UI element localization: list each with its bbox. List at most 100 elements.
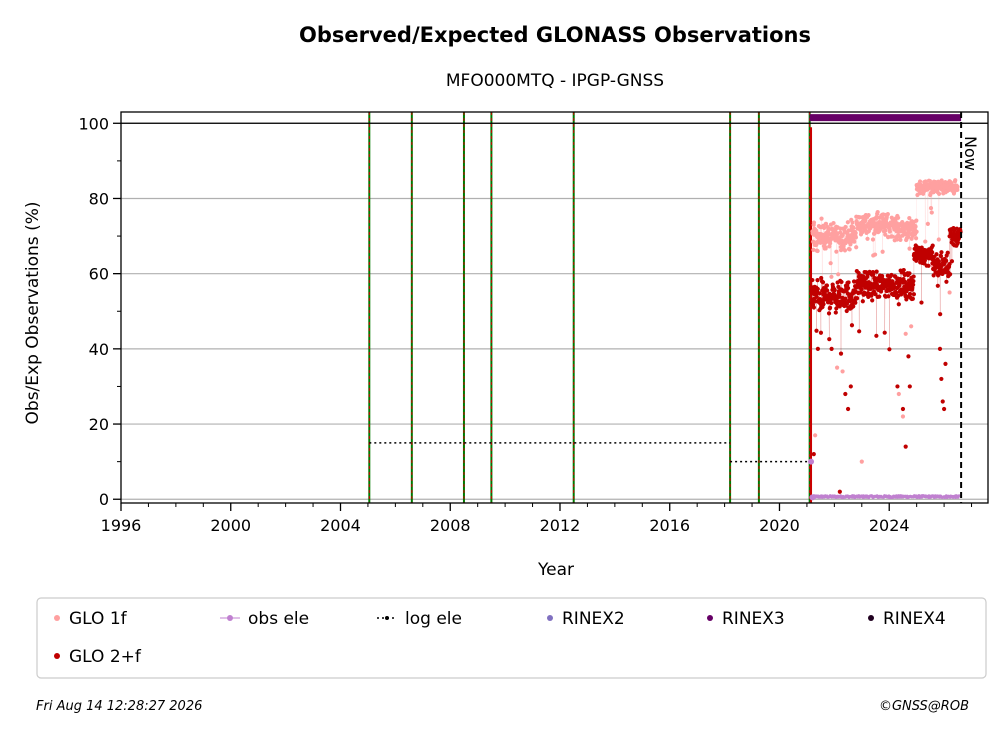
plot-area: Now 1996 2000 2004 2008 2012 2016 2020 2024 0 20 40…: [78, 111, 989, 535]
glo-2f-point: [854, 296, 860, 301]
glo-1f-point: [853, 230, 858, 236]
glo-1f-point: [875, 209, 880, 215]
glo-2f-point: [814, 294, 819, 299]
glo-1f-point: [822, 225, 827, 231]
glo-1f-point: [955, 187, 960, 192]
glo-2f-point: [907, 384, 912, 389]
glo-1f-point: [819, 216, 824, 221]
x-tick-label: 2024: [869, 516, 910, 535]
glo-2f-point: [815, 286, 820, 292]
glo-2f-point: [845, 406, 851, 412]
obs-ele-point: [809, 494, 816, 501]
glo-2f-point: [926, 263, 931, 268]
glo-1f-point: [929, 210, 934, 215]
glo-2f-point: [880, 273, 885, 279]
glo-1f-point: [853, 235, 859, 240]
glo-1f-point: [866, 213, 871, 218]
glo-2f-point: [938, 253, 944, 259]
glo-2f-point: [837, 489, 842, 494]
glo-2f-point: [886, 294, 891, 299]
glo-1f-point: [834, 365, 840, 370]
glo-2f-point: [910, 285, 915, 291]
glo-2f-point: [877, 294, 882, 299]
glo-1f-point: [845, 220, 850, 225]
glo-2f-point: [859, 287, 864, 292]
glo-2f-point: [849, 323, 855, 328]
x-tick-label: 2012: [540, 516, 581, 535]
glo-2f-point: [873, 291, 878, 297]
legend-glo-1f-label: GLO 1f: [69, 609, 128, 629]
glo-1f-point: [913, 236, 919, 241]
glo-1f-point: [840, 369, 845, 374]
glo-1f-point: [823, 246, 828, 251]
glo-2f-point: [812, 299, 818, 304]
glo-1f-point: [813, 433, 818, 438]
glo-2f-point: [938, 312, 943, 317]
glo-2f-point: [944, 258, 949, 263]
glo-1f-point: [859, 459, 864, 464]
glo-2f-point: [949, 259, 955, 264]
glo-1f-point: [885, 211, 890, 217]
glo-2f-point: [940, 399, 945, 404]
glo-2f-point: [943, 361, 948, 366]
glo-2f-point: [838, 351, 844, 356]
glo-2f-point: [814, 328, 819, 333]
glo-2f-point: [911, 279, 916, 284]
glo-2f-point: [939, 376, 944, 382]
glo-2f-point: [935, 283, 940, 288]
y-axis-label: Obs/Exp Observations (%): [23, 202, 43, 425]
glo-1f-point: [939, 178, 944, 183]
glo-2f-point: [843, 391, 848, 397]
y-tick-label: 100: [78, 114, 109, 133]
glo-2f-point: [820, 280, 826, 285]
glo-2f-point: [907, 271, 912, 276]
glo-1f-point: [824, 239, 830, 244]
glo-1f-point: [811, 220, 817, 225]
legend-box: [36, 597, 987, 679]
legend-rinex3-marker: [707, 615, 713, 621]
glo-2f-point: [937, 346, 943, 351]
glo-2f-point: [839, 279, 844, 285]
glo-1f-point: [947, 290, 952, 295]
y-tick-label: 60: [89, 265, 109, 284]
glo-1f-point: [811, 247, 816, 253]
glo-1f-point: [894, 237, 900, 242]
glo-2f-point: [829, 300, 834, 306]
glo-2f-point: [824, 283, 830, 288]
glo-2f-point: [930, 243, 935, 248]
glo-1f-point: [887, 229, 893, 234]
glo-1f-point: [898, 237, 903, 242]
glo-2f-point: [942, 406, 947, 412]
glo-2f-point: [821, 302, 826, 307]
glo-2f-point: [882, 330, 887, 335]
glo-2f-point: [878, 289, 884, 294]
glo-2f-point: [887, 347, 892, 352]
glo-1f-point: [834, 249, 839, 254]
obs-ele-point: [808, 458, 815, 465]
glo-2f-point: [845, 286, 851, 291]
glo-1f-point: [896, 391, 901, 397]
glo-2f-point: [871, 272, 876, 277]
glo-2f-point: [911, 274, 916, 279]
glo-2f-point: [933, 265, 939, 270]
glo-2f-point: [934, 252, 939, 257]
x-tick-label: 2020: [759, 516, 800, 535]
glo-2f-point: [948, 272, 953, 277]
glo-2f-point: [844, 308, 849, 314]
glo-2f-point: [846, 280, 851, 285]
glo-2f-point: [919, 300, 924, 305]
glo-1f-point: [848, 242, 853, 247]
glo-1f-point: [815, 248, 820, 254]
legend-glo-1f-marker: [54, 615, 60, 621]
glo-2f-point: [856, 270, 861, 276]
glo-1f-point: [812, 232, 817, 237]
glo-2f-point: [825, 288, 830, 293]
x-tick-label: 2008: [430, 516, 471, 535]
glo-2f-point: [817, 291, 822, 296]
glo-1f-point: [850, 220, 855, 225]
glo-2f-point: [834, 306, 839, 311]
glo-1f-point: [955, 184, 960, 189]
glo-2f-point: [874, 333, 879, 338]
glo-1f-point: [890, 234, 895, 239]
